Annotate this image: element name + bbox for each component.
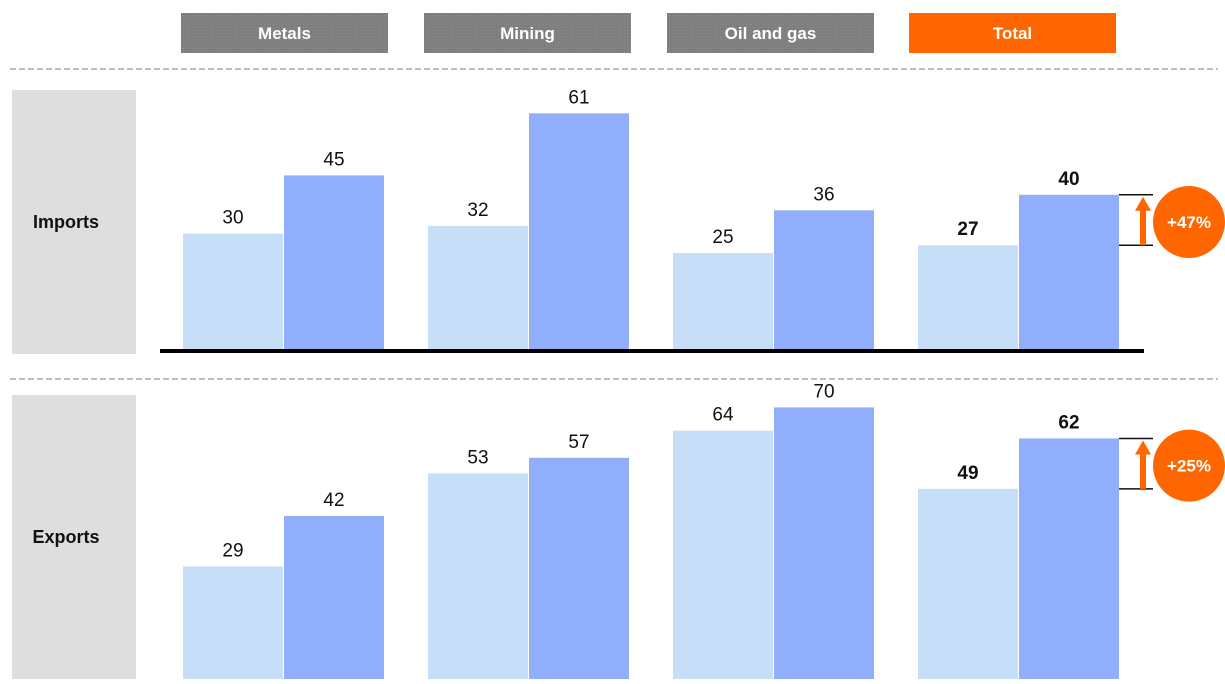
bar-imports-mining-2	[529, 113, 629, 350]
header-label-mining: Mining	[500, 24, 555, 43]
value-label-exports-oil-and-gas-1: 64	[712, 405, 734, 426]
value-label-imports-total-2: 40	[1058, 169, 1079, 190]
bar-exports-oil-and-gas-2	[774, 407, 874, 679]
row-label-imports: Imports	[33, 212, 99, 232]
bar-imports-total-2	[1019, 194, 1119, 350]
change-arrow-head	[1135, 196, 1151, 211]
bar-exports-oil-and-gas-1	[673, 430, 773, 679]
change-badge-label: +47%	[1167, 213, 1211, 232]
category-headers: Metals Mining Oil and gas Total	[181, 13, 1116, 53]
header-label-oil-and-gas: Oil and gas	[725, 24, 817, 43]
change-badge	[1153, 429, 1225, 502]
value-label-imports-oil-and-gas-1: 25	[712, 227, 733, 248]
row-label-box	[12, 90, 136, 354]
row-label-box	[12, 395, 136, 679]
bar-exports-total-2	[1019, 438, 1119, 679]
header-box-mining	[424, 13, 631, 53]
value-label-imports-mining-2: 61	[568, 87, 589, 108]
header-box-metals	[181, 13, 388, 53]
change-badge-label: +25%	[1167, 457, 1211, 476]
change-badge	[1153, 186, 1225, 259]
bar-exports-metals-2	[284, 516, 384, 679]
value-label-imports-mining-1: 32	[467, 200, 488, 221]
bar-imports-oil-and-gas-1	[673, 253, 773, 350]
header-box-total	[909, 13, 1116, 53]
value-label-exports-metals-1: 29	[222, 540, 243, 561]
bar-exports-mining-1	[428, 473, 528, 679]
value-label-imports-metals-2: 45	[323, 149, 344, 170]
panel-exports: Exports 29 53 64 49 42 57 70 62 +25%	[12, 381, 1225, 679]
value-label-imports-oil-and-gas-2: 36	[813, 184, 834, 205]
panels: Imports 30 32 25 27 45 61 36 40 +47% Exports 29 53 64…	[12, 87, 1225, 679]
header-label-metals: Metals	[258, 24, 311, 43]
value-label-exports-mining-2: 57	[568, 432, 589, 453]
dividers	[10, 68, 1218, 380]
change-arrow-head	[1135, 440, 1151, 455]
header-box-oil-and-gas	[667, 13, 874, 53]
panel-imports: Imports 30 32 25 27 45 61 36 40 +47%	[12, 87, 1225, 354]
value-label-imports-metals-1: 30	[222, 208, 243, 229]
bar-exports-metals-1	[183, 566, 283, 679]
bar-exports-total-1	[918, 488, 1018, 679]
row-label-exports: Exports	[32, 527, 99, 547]
bar-imports-total-1	[918, 245, 1018, 350]
bar-imports-mining-1	[428, 225, 528, 350]
value-label-exports-mining-1: 53	[467, 447, 488, 468]
bar-exports-mining-2	[529, 457, 629, 679]
value-label-exports-oil-and-gas-2: 70	[813, 381, 834, 402]
bar-imports-oil-and-gas-2	[774, 210, 874, 350]
value-label-imports-total-1: 27	[957, 219, 978, 240]
value-label-exports-metals-2: 42	[323, 490, 344, 511]
value-label-exports-total-1: 49	[957, 463, 978, 484]
bar-imports-metals-2	[284, 175, 384, 350]
header-label-total: Total	[993, 24, 1032, 43]
bar-imports-metals-1	[183, 233, 283, 350]
value-label-exports-total-2: 62	[1058, 412, 1079, 433]
